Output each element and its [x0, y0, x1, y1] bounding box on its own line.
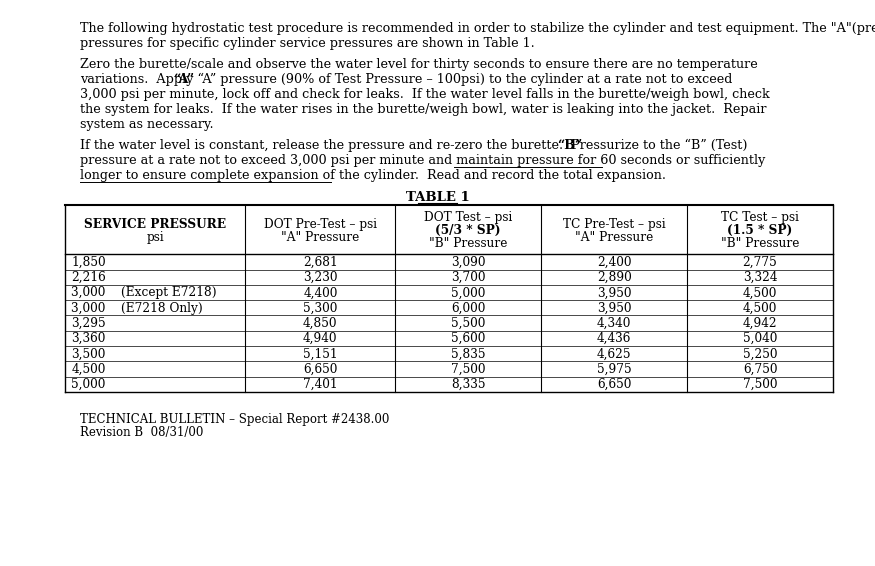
Text: TC Test – psi: TC Test – psi	[721, 211, 799, 224]
Text: 5,835: 5,835	[451, 348, 486, 361]
Text: 4,850: 4,850	[303, 317, 338, 330]
Text: 3,700: 3,700	[451, 271, 486, 284]
Text: 5,600: 5,600	[451, 332, 486, 345]
Text: 6,650: 6,650	[303, 363, 338, 376]
Text: 4,942: 4,942	[743, 317, 777, 330]
Text: variations.  Apply “A” pressure (90% of Test Pressure – 100psi) to the cylinder : variations. Apply “A” pressure (90% of T…	[80, 72, 732, 86]
Text: 5,300: 5,300	[303, 302, 338, 315]
Text: 7,401: 7,401	[303, 378, 338, 391]
Text: "B" Pressure: "B" Pressure	[429, 237, 508, 250]
Text: “B”: “B”	[557, 139, 583, 152]
Text: 7,500: 7,500	[743, 378, 777, 391]
Text: 4,500: 4,500	[71, 363, 106, 376]
Text: 3,950: 3,950	[597, 302, 632, 315]
Text: the system for leaks.  If the water rises in the burette/weigh bowl, water is le: the system for leaks. If the water rises…	[80, 103, 766, 116]
Text: 3,000    (E7218 Only): 3,000 (E7218 Only)	[71, 302, 203, 315]
Text: pressure at a rate not to exceed 3,000 psi per minute and maintain pressure for : pressure at a rate not to exceed 3,000 p…	[80, 154, 766, 167]
Text: 6,750: 6,750	[743, 363, 777, 376]
Text: “A”: “A”	[173, 72, 194, 85]
Text: 4,500: 4,500	[743, 286, 777, 299]
Text: The following hydrostatic test procedure is recommended in order to stabilize th: The following hydrostatic test procedure…	[80, 22, 875, 35]
Text: 3,000    (Except E7218): 3,000 (Except E7218)	[71, 286, 217, 299]
Text: TECHNICAL BULLETIN – Special Report #2438.00: TECHNICAL BULLETIN – Special Report #243…	[80, 414, 389, 427]
Text: TABLE 1: TABLE 1	[406, 191, 469, 204]
Text: 3,295: 3,295	[71, 317, 106, 330]
Text: 4,500: 4,500	[743, 302, 777, 315]
Text: 4,400: 4,400	[303, 286, 338, 299]
Text: 4,940: 4,940	[303, 332, 338, 345]
Text: (5/3 * SP): (5/3 * SP)	[436, 224, 501, 237]
Text: 4,340: 4,340	[597, 317, 631, 330]
Text: pressures for specific cylinder service pressures are shown in Table 1.: pressures for specific cylinder service …	[80, 37, 535, 50]
Text: DOT Pre-Test – psi: DOT Pre-Test – psi	[264, 217, 377, 230]
Text: 3,950: 3,950	[597, 286, 632, 299]
Text: 3,230: 3,230	[303, 271, 338, 284]
Text: 3,090: 3,090	[451, 256, 486, 269]
Text: (1.5 * SP): (1.5 * SP)	[727, 224, 793, 237]
Text: 5,151: 5,151	[303, 348, 338, 361]
Text: 7,500: 7,500	[451, 363, 486, 376]
Text: system as necessary.: system as necessary.	[80, 118, 214, 131]
Text: 2,400: 2,400	[597, 256, 632, 269]
Text: 2,681: 2,681	[303, 256, 338, 269]
Text: 8,335: 8,335	[451, 378, 486, 391]
Text: 2,216: 2,216	[71, 271, 106, 284]
Text: 6,650: 6,650	[597, 378, 631, 391]
Text: psi: psi	[146, 231, 164, 244]
Text: 5,975: 5,975	[597, 363, 632, 376]
Text: 5,040: 5,040	[743, 332, 777, 345]
Text: 2,775: 2,775	[743, 256, 777, 269]
Text: "A" Pressure: "A" Pressure	[281, 231, 360, 244]
Text: If the water level is constant, release the pressure and re-zero the burette.  P: If the water level is constant, release …	[80, 139, 747, 152]
Text: 5,000: 5,000	[451, 286, 486, 299]
Text: 2,890: 2,890	[597, 271, 632, 284]
Text: 3,000 psi per minute, lock off and check for leaks.  If the water level falls in: 3,000 psi per minute, lock off and check…	[80, 88, 770, 101]
Text: 5,250: 5,250	[743, 348, 777, 361]
Text: 4,436: 4,436	[597, 332, 631, 345]
Text: 1,850: 1,850	[71, 256, 106, 269]
Text: "A" Pressure: "A" Pressure	[575, 231, 654, 244]
Text: 5,000: 5,000	[71, 378, 106, 391]
Text: SERVICE PRESSURE: SERVICE PRESSURE	[84, 217, 227, 230]
Text: "B" Pressure: "B" Pressure	[721, 237, 799, 250]
Text: Zero the burette/scale and observe the water level for thirty seconds to ensure : Zero the burette/scale and observe the w…	[80, 58, 758, 71]
Text: 4,625: 4,625	[597, 348, 632, 361]
Text: TC Pre-Test – psi: TC Pre-Test – psi	[563, 217, 665, 230]
Text: 3,360: 3,360	[71, 332, 106, 345]
Text: 3,500: 3,500	[71, 348, 106, 361]
Text: DOT Test – psi: DOT Test – psi	[424, 211, 513, 224]
Text: Revision B  08/31/00: Revision B 08/31/00	[80, 426, 203, 439]
Text: 5,500: 5,500	[451, 317, 486, 330]
Text: 3,324: 3,324	[743, 271, 777, 284]
Text: 6,000: 6,000	[451, 302, 486, 315]
Text: longer to ensure complete expansion of the cylinder.  Read and record the total : longer to ensure complete expansion of t…	[80, 169, 666, 182]
